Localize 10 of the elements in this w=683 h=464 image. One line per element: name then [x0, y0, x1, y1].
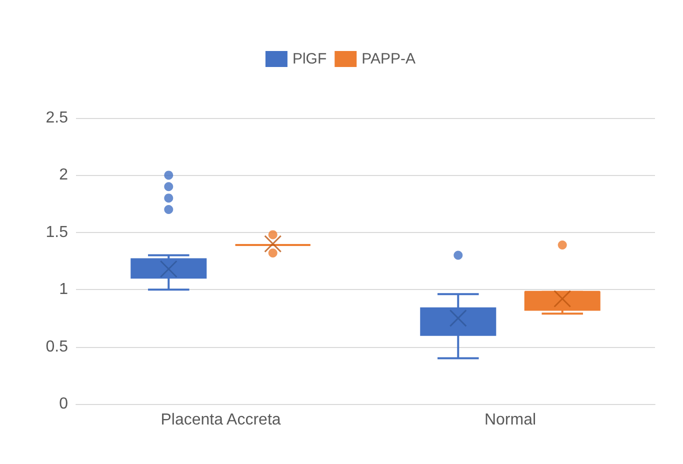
- y-tick-label: 2: [59, 166, 68, 184]
- y-tick-label: 0.5: [46, 338, 68, 356]
- legend-label: PlGF: [292, 50, 327, 68]
- x-tick-label: Normal: [484, 412, 536, 428]
- y-tick-label: 0: [59, 396, 68, 412]
- y-tick-label: 2.5: [46, 110, 68, 126]
- y-tick-label: 1: [59, 281, 68, 298]
- x-tick-label: Placenta Accreta: [160, 412, 281, 428]
- y-tick-label: 1.5: [46, 224, 68, 241]
- legend-label: PAPP-A: [362, 50, 416, 68]
